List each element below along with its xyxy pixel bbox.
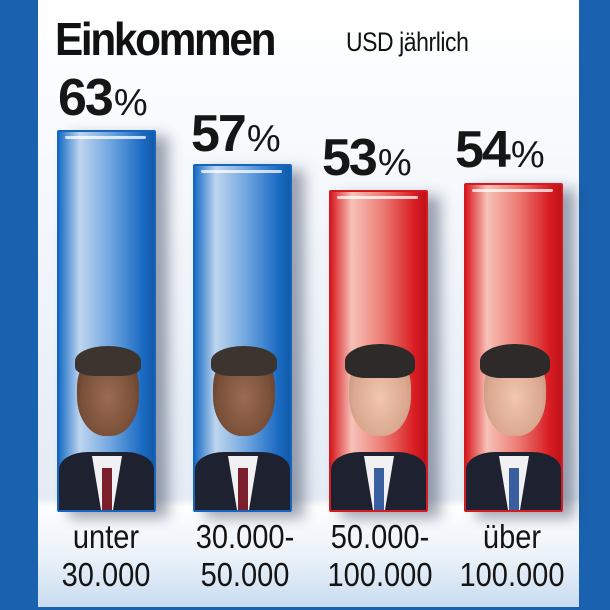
frame-border-right bbox=[579, 0, 610, 610]
category-label-4: über 100.000 bbox=[459, 518, 565, 593]
chart-title: Einkommen bbox=[55, 13, 276, 65]
bar-highlight bbox=[201, 170, 282, 173]
head bbox=[480, 344, 550, 436]
tie bbox=[238, 468, 248, 510]
romney-photo bbox=[466, 342, 561, 510]
bar-50000-100000 bbox=[329, 190, 428, 512]
category-label-2: 30.000- 50.000 bbox=[195, 518, 295, 593]
tie bbox=[374, 468, 384, 510]
bar-over-100000 bbox=[464, 183, 563, 512]
obama-photo bbox=[195, 342, 290, 510]
obama-photo bbox=[59, 342, 154, 510]
romney-photo bbox=[331, 342, 426, 510]
head bbox=[75, 346, 141, 436]
head bbox=[211, 346, 277, 436]
bar-under-30000 bbox=[57, 130, 156, 512]
value-label-3: 53% bbox=[322, 129, 412, 187]
bar-highlight bbox=[65, 136, 146, 139]
frame-border-bottom bbox=[0, 607, 610, 610]
frame-border-left bbox=[0, 0, 38, 610]
bar-30000-50000 bbox=[193, 164, 292, 512]
head bbox=[345, 344, 415, 436]
value-label-1: 63% bbox=[58, 69, 148, 127]
tie bbox=[509, 468, 519, 510]
bar-highlight bbox=[472, 189, 553, 192]
bar-highlight bbox=[337, 196, 418, 199]
tie bbox=[102, 468, 112, 510]
chart-title-block: Einkommen USD jährlich bbox=[55, 12, 469, 66]
value-label-4: 54% bbox=[455, 121, 545, 179]
category-label-3: 50.000- 100.000 bbox=[327, 518, 433, 593]
value-label-2: 57% bbox=[191, 105, 281, 163]
category-label-1: unter 30.000 bbox=[61, 518, 151, 593]
chart-subtitle: USD jährlich bbox=[346, 27, 469, 57]
